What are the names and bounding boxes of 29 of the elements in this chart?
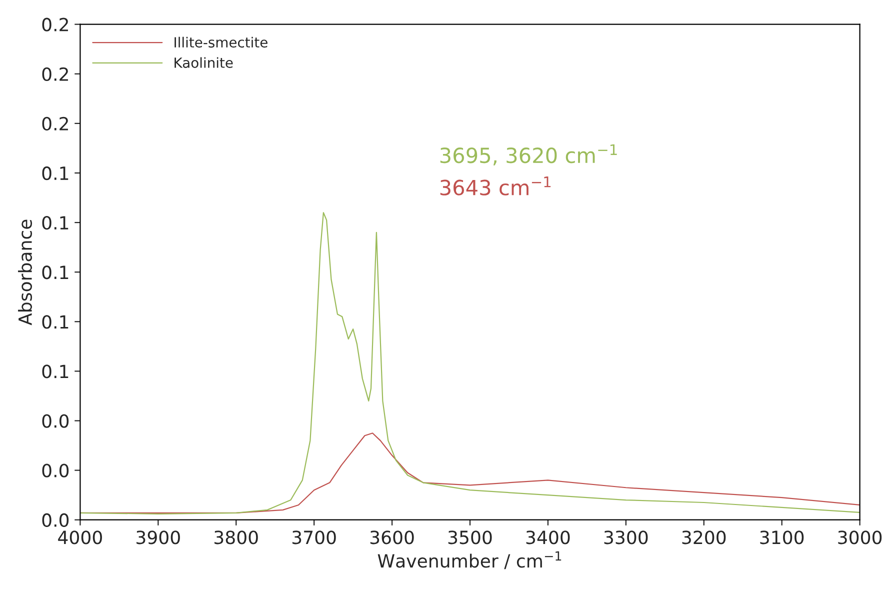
x-tick-label: 3800: [214, 530, 258, 544]
y-tick-label: 0.2: [42, 18, 68, 32]
x-tick-label: 3100: [760, 530, 804, 544]
line-series: [80, 212, 860, 514]
x-tick-label: 3000: [838, 530, 882, 544]
legend-label: Illite-smectite: [174, 36, 268, 48]
x-tick-label: 3400: [526, 530, 570, 544]
y-tick-label: 0.1: [42, 315, 68, 329]
x-tick-label: 3300: [604, 530, 648, 544]
y-tick-label: 0.1: [42, 266, 68, 280]
y-tick-label: 0.0: [42, 414, 69, 428]
x-axis-title: Wavenumber / cm$^{−1}$: [378, 551, 562, 570]
x-tick-label: 4000: [58, 530, 102, 544]
y-tick-label: 0.0: [42, 464, 69, 478]
y-tick-label: 0.2: [42, 116, 68, 131]
annotation: 3643 cm$^{−1}$: [440, 176, 551, 196]
y-tick-label: 0.0: [42, 513, 69, 527]
y-tick-label: 0.1: [42, 364, 68, 378]
x-tick-label: 3200: [682, 530, 726, 544]
legend-label: Kaolinite: [174, 57, 233, 68]
x-tick-label: 3600: [370, 530, 414, 544]
y-tick-label: 0.2: [42, 67, 68, 81]
y-axis-title: Absorbance: [18, 220, 32, 326]
x-tick-label: 3700: [292, 530, 336, 544]
annotation: 3695, 3620 cm$^{−1}$: [440, 144, 617, 166]
x-tick-label: 3500: [448, 530, 492, 544]
x-tick-label: 3900: [136, 530, 180, 544]
y-tick-label: 0.1: [42, 166, 68, 180]
y-tick-label: 0.1: [42, 216, 68, 230]
